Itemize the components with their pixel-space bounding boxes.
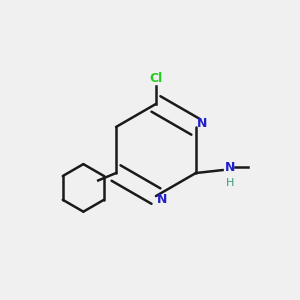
Text: N: N: [196, 118, 207, 130]
Text: Cl: Cl: [149, 72, 163, 85]
Text: H: H: [226, 178, 234, 188]
Text: N: N: [157, 193, 167, 206]
Text: N: N: [225, 160, 235, 174]
